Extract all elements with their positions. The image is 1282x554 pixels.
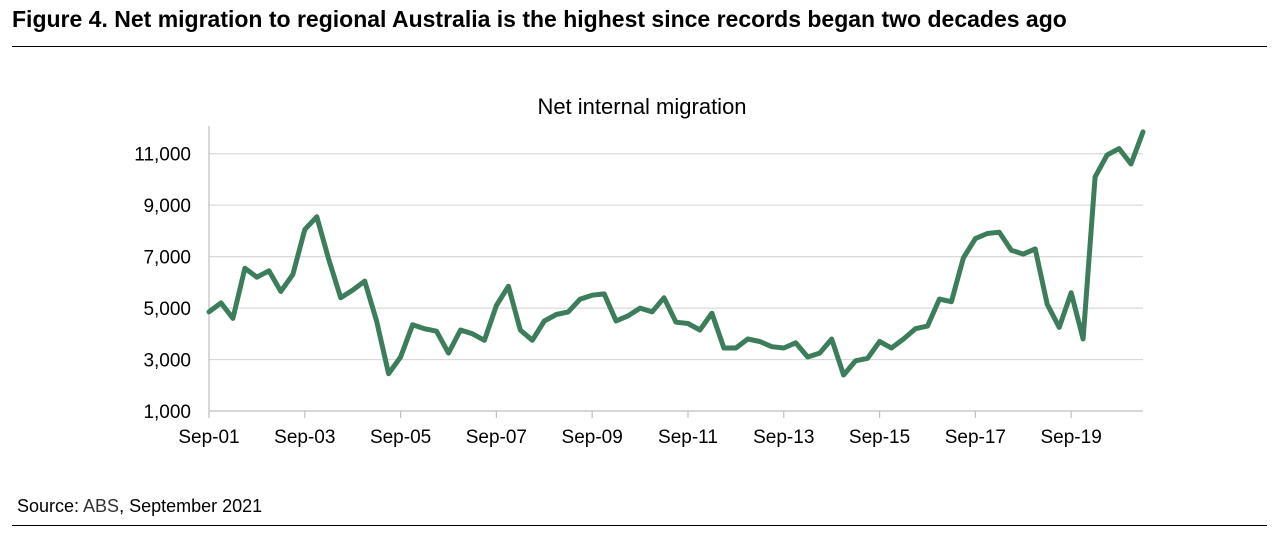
x-tick-label: Sep-09 <box>562 427 623 448</box>
series <box>206 129 1146 378</box>
y-tick-labels: 1,000 3,000 5,000 7,000 9,000 11,000 <box>134 145 191 423</box>
x-tick-label: Sep-11 <box>658 427 718 448</box>
source-link[interactable]: ABS <box>83 496 120 516</box>
x-tick-labels: Sep-01 Sep-03 Sep-05 Sep-07 Sep-09 Sep-11 Sep-… <box>178 427 1101 448</box>
x-tick-label: Sep-01 <box>178 427 239 448</box>
y-tick-label: 11,000 <box>134 145 191 166</box>
y-tick-label: 3,000 <box>143 351 191 372</box>
bottom-rule <box>12 525 1267 526</box>
x-tick-label: Sep-19 <box>1041 427 1102 448</box>
y-tick-label: 7,000 <box>143 248 191 269</box>
x-tick-label: Sep-05 <box>370 427 431 448</box>
figure-title: Figure 4. Net migration to regional Aust… <box>12 6 1067 32</box>
y-tick-label: 9,000 <box>143 196 191 217</box>
x-tick-label: Sep-15 <box>849 427 910 448</box>
chart-title: Net internal migration <box>537 94 746 119</box>
x-tick-label: Sep-03 <box>274 427 335 448</box>
x-tick-label: Sep-13 <box>753 427 814 448</box>
series-line-net-internal-migration <box>206 129 1146 378</box>
top-rule <box>12 46 1267 47</box>
axes <box>208 126 1143 418</box>
x-tick-label: Sep-07 <box>466 427 527 448</box>
source-suffix: , September 2021 <box>119 496 263 516</box>
gridlines <box>209 153 1143 361</box>
y-tick-label: 1,000 <box>143 402 191 423</box>
y-tick-label: 5,000 <box>143 299 191 320</box>
source-prefix: Source: <box>17 496 84 516</box>
source-note: Source: ABS, September 2021 <box>17 496 262 517</box>
x-tick-label: Sep-17 <box>945 427 1006 448</box>
